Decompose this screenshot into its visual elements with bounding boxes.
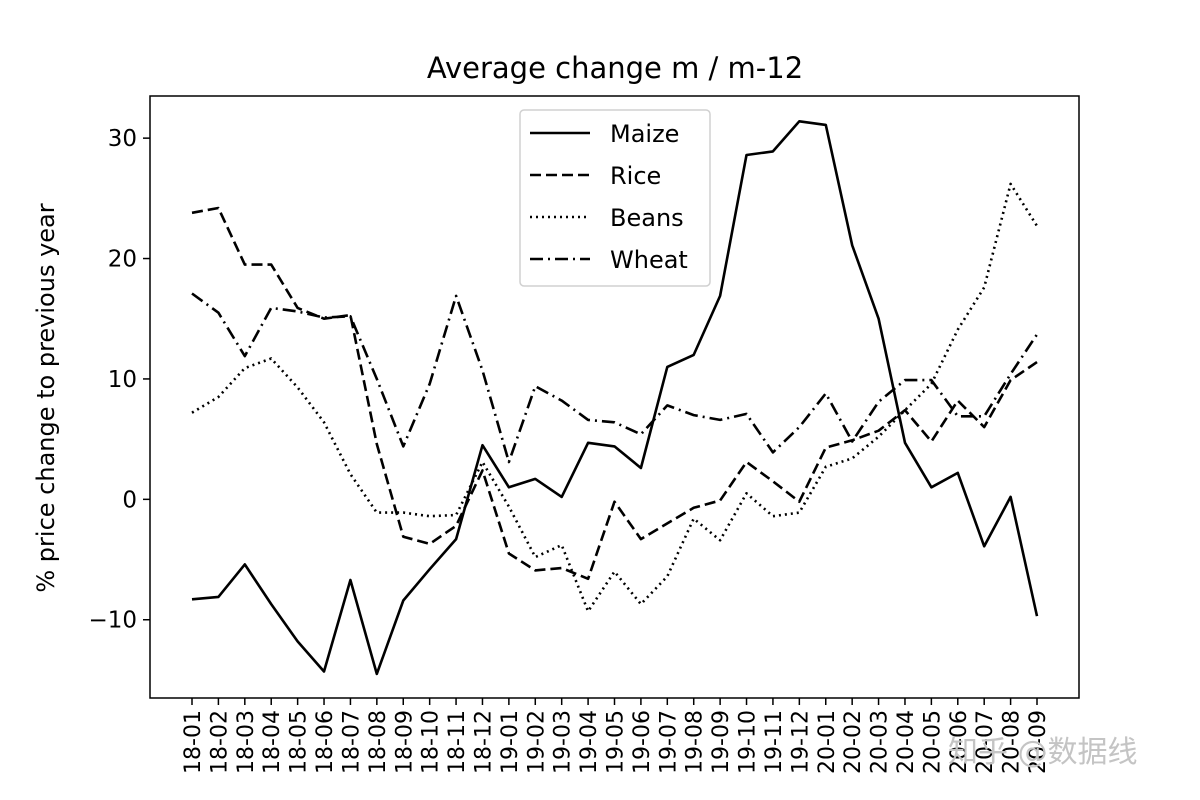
x-tick-label: 18-03: [234, 710, 259, 774]
legend-label-rice: Rice: [610, 162, 661, 190]
legend-label-wheat: Wheat: [610, 246, 688, 274]
x-tick-label: 19-06: [630, 710, 655, 774]
x-tick-label: 19-01: [498, 710, 523, 774]
x-tick-label: 20-03: [868, 710, 893, 774]
x-tick-label: 20-06: [947, 710, 972, 774]
x-tick-label: 18-09: [392, 710, 417, 774]
chart-title: Average change m / m-12: [427, 51, 803, 85]
x-tick-label: 19-04: [577, 710, 602, 774]
x-tick-label: 18-07: [339, 710, 364, 774]
x-tick-label: 19-05: [604, 710, 629, 774]
legend: Maize Rice Beans Wheat: [519, 109, 711, 287]
x-tick-label: 18-02: [207, 710, 232, 774]
legend-label-maize: Maize: [610, 120, 679, 148]
x-tick-label: 19-08: [683, 710, 708, 774]
y-tick-label: 10: [108, 367, 137, 393]
x-tick-label: 18-10: [419, 710, 444, 774]
series-line-wheat: [191, 292, 1039, 464]
legend-label-beans: Beans: [610, 204, 684, 232]
x-tick-label: 20-01: [815, 710, 840, 774]
legend-box: [519, 109, 711, 287]
x-tick-label: 19-03: [551, 710, 576, 774]
series-line-rice: [191, 206, 1038, 581]
x-tick-label: 18-12: [472, 710, 497, 774]
x-tick-label: 19-09: [709, 710, 734, 774]
y-tick-label: 30: [108, 126, 137, 152]
y-axis-label: % price change to previous year: [32, 203, 60, 592]
plot-area: −10 0 10 20 30 18-01 18-02 18-03 18-04 18-05 18-06…: [88, 95, 1080, 774]
x-tick-label: 18-11: [445, 710, 470, 774]
x-tick-label: 19-02: [524, 710, 549, 774]
x-tick-label: 20-07: [973, 710, 998, 774]
x-tick-label: 19-11: [762, 710, 787, 774]
x-tick-label: 20-02: [841, 710, 866, 774]
x-tick-label: 18-05: [287, 710, 312, 774]
x-tick-label: 19-10: [736, 710, 761, 774]
x-tick-label: 18-01: [181, 710, 206, 774]
x-tick-label: 20-05: [920, 710, 945, 774]
x-tick-label: 18-06: [313, 710, 338, 774]
y-tick-label: 20: [108, 247, 137, 273]
series-line-maize: [191, 120, 1039, 676]
x-tick-label: 20-08: [1000, 710, 1025, 774]
x-tick-label: 19-07: [656, 710, 681, 774]
watermark-text: 知乎 @数据线: [948, 735, 1138, 770]
x-tick-label: 20-04: [894, 710, 919, 774]
x-tick-label: 19-12: [788, 710, 813, 774]
x-tick-label: 18-04: [260, 710, 285, 774]
x-tick-label: 20-09: [1026, 710, 1051, 774]
x-tick-label: 18-08: [366, 710, 391, 774]
y-tick-label: 0: [122, 487, 137, 513]
y-tick-label: −10: [88, 608, 137, 634]
